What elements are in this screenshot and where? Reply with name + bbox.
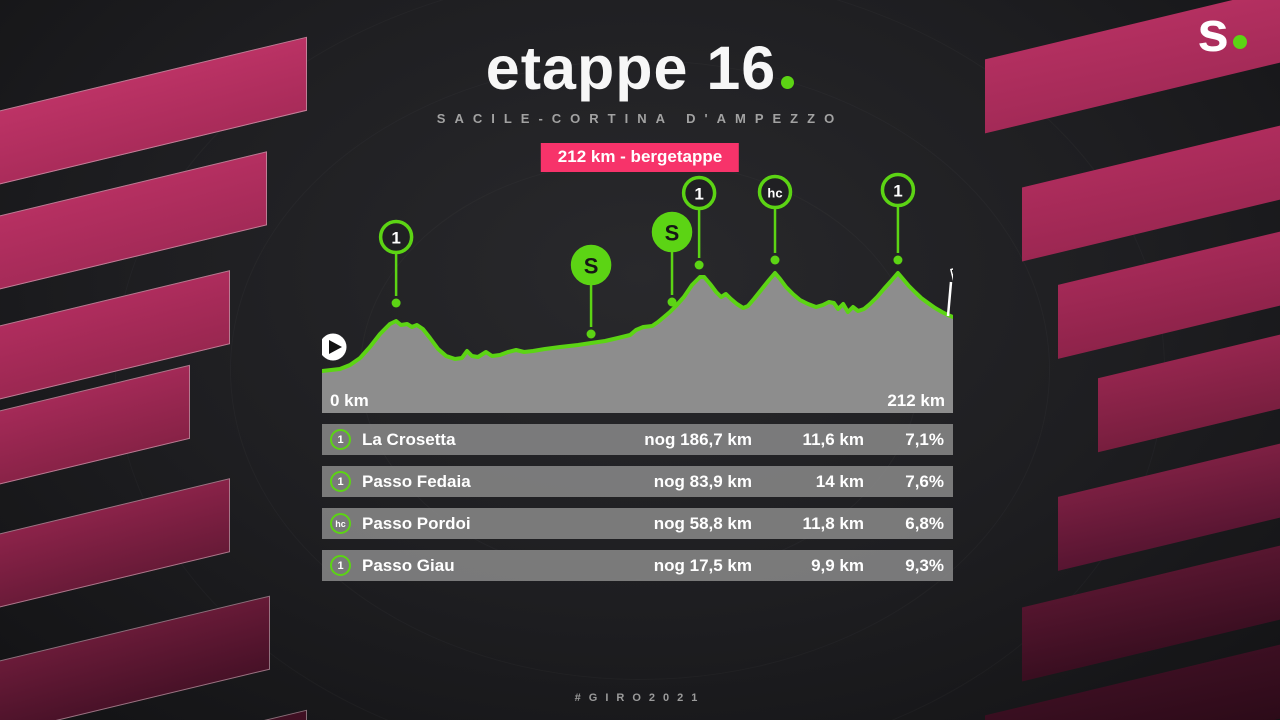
profile-area-fill	[322, 273, 953, 413]
climb-marker: hc	[757, 174, 793, 265]
climb-category-badge: hc	[330, 513, 351, 534]
climb-name: Passo Giau	[362, 555, 455, 575]
marker-label: 1	[694, 185, 703, 204]
climb-length: 9,9 km	[811, 555, 864, 575]
sprint-marker: S	[570, 244, 612, 339]
marker-label: 1	[893, 182, 902, 201]
climb-row: 1 La Crosetta nog 186,7 km 11,6 km 7,1%	[322, 424, 953, 455]
climb-category-badge: 1	[330, 555, 351, 576]
page-title: etappe 16	[0, 33, 1280, 103]
flag-cloth	[950, 263, 976, 284]
play-icon	[319, 333, 347, 361]
logo-text: s	[1197, 0, 1229, 64]
play-triangle	[329, 340, 342, 354]
marker-circle	[880, 172, 916, 208]
marker-circle	[378, 219, 414, 255]
climb-name: Passo Fedaia	[362, 471, 471, 491]
climb-row: 1 Passo Giau nog 17,5 km 9,9 km 9,3%	[322, 550, 953, 581]
marker-dot	[586, 329, 596, 339]
sprint-marker: S	[651, 211, 693, 307]
marker-circle	[681, 175, 717, 211]
climb-marker: 1	[378, 219, 414, 308]
climb-name: La Crosetta	[362, 429, 456, 449]
stage-title-text: etappe 16	[485, 34, 777, 102]
marker-circle	[570, 244, 612, 286]
distance-badge: 212 km - bergetappe	[540, 143, 740, 172]
climb-length: 11,6 km	[802, 429, 864, 449]
logo-dot-icon	[1233, 35, 1247, 49]
climb-name: Passo Pordoi	[362, 513, 471, 533]
climb-length: 14 km	[815, 471, 864, 491]
climb-row: 1 Passo Fedaia nog 83,9 km 14 km 7,6%	[322, 466, 953, 497]
marker-circle	[651, 211, 693, 253]
climb-gradient: 6,8%	[905, 513, 944, 533]
marker-label: S	[665, 221, 680, 246]
climb-gradient: 7,1%	[905, 429, 944, 449]
climb-category-badge: 1	[330, 471, 351, 492]
flag-pole	[946, 281, 953, 317]
climb-remaining-distance: nog 58,8 km	[653, 513, 752, 533]
marker-dot	[667, 297, 677, 307]
marker-dot	[770, 255, 780, 265]
chart-start-label: 0 km	[330, 391, 369, 410]
stage-route-subtitle: SACILE-CORTINA D'AMPEZZO	[436, 111, 844, 126]
finish-flag-icon	[946, 263, 976, 317]
marker-dot	[694, 260, 704, 270]
hashtag-footer: #GIRO2021	[574, 692, 706, 704]
climb-marker: 1	[880, 172, 916, 265]
elevation-profile-chart: 1 S S 1 hc 1 0 km 212 km	[319, 170, 976, 413]
marker-label: hc	[767, 186, 782, 201]
climb-remaining-distance: nog 17,5 km	[653, 555, 752, 575]
marker-label: S	[584, 254, 599, 279]
climbs-table: 1 La Crosetta nog 186,7 km 11,6 km 7,1% 1 Pass…	[322, 424, 953, 592]
climb-category-badge: 1	[330, 429, 351, 450]
profile-elevation-line	[320, 271, 955, 373]
climb-remaining-distance: nog 186,7 km	[644, 429, 752, 449]
climb-gradient: 9,3%	[905, 555, 944, 575]
climb-remaining-distance: nog 83,9 km	[653, 471, 752, 491]
marker-dot	[893, 255, 903, 265]
marker-label: 1	[391, 229, 400, 248]
climb-row: hc Passo Pordoi nog 58,8 km 11,8 km 6,8%	[322, 508, 953, 539]
sporza-logo: s	[1197, 4, 1247, 61]
marker-dot	[391, 298, 401, 308]
marker-circle	[757, 174, 793, 210]
climb-gradient: 7,6%	[905, 471, 944, 491]
title-dot-icon	[781, 76, 795, 89]
climb-marker: 1	[681, 175, 717, 270]
flag-bg	[950, 263, 976, 284]
decor-stripe-left	[0, 478, 230, 617]
climb-length: 11,8 km	[802, 513, 864, 533]
chart-end-label: 212 km	[887, 391, 945, 410]
